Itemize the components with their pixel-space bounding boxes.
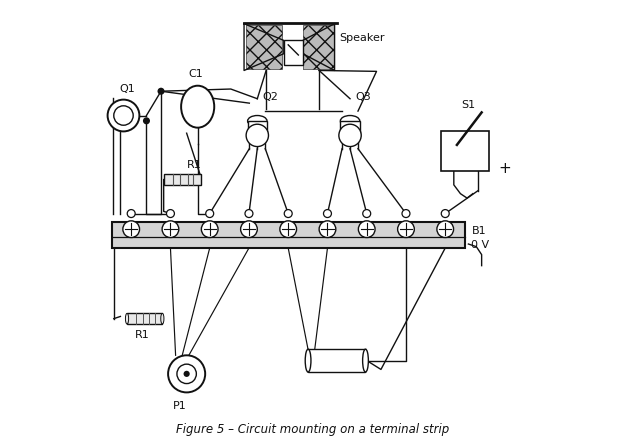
Bar bbox=[164, 174, 201, 185]
Circle shape bbox=[339, 124, 361, 147]
Circle shape bbox=[441, 210, 449, 218]
Circle shape bbox=[166, 210, 174, 218]
Circle shape bbox=[358, 221, 375, 237]
Circle shape bbox=[127, 210, 135, 218]
Circle shape bbox=[107, 100, 139, 132]
Bar bbox=[248, 120, 267, 136]
Circle shape bbox=[362, 210, 371, 218]
Circle shape bbox=[184, 371, 190, 377]
Bar bbox=[246, 25, 282, 69]
Circle shape bbox=[241, 221, 258, 237]
Ellipse shape bbox=[341, 116, 360, 127]
Circle shape bbox=[114, 106, 133, 125]
Text: 0 V: 0 V bbox=[471, 241, 489, 250]
Circle shape bbox=[398, 221, 414, 237]
Text: R1: R1 bbox=[187, 160, 201, 170]
Circle shape bbox=[437, 221, 454, 237]
Text: +: + bbox=[498, 161, 511, 176]
Circle shape bbox=[324, 210, 331, 218]
Ellipse shape bbox=[181, 85, 214, 128]
Circle shape bbox=[245, 210, 253, 218]
Circle shape bbox=[280, 221, 296, 237]
Ellipse shape bbox=[362, 349, 368, 372]
Text: B1: B1 bbox=[471, 226, 486, 236]
Circle shape bbox=[158, 88, 164, 95]
Bar bbox=[284, 40, 302, 65]
Circle shape bbox=[201, 221, 218, 237]
Text: C1: C1 bbox=[188, 69, 203, 79]
Text: Q1: Q1 bbox=[119, 84, 135, 94]
Bar bbox=[302, 25, 334, 69]
Ellipse shape bbox=[305, 349, 311, 372]
Bar bbox=[341, 120, 360, 136]
Text: S1: S1 bbox=[461, 100, 476, 110]
Circle shape bbox=[177, 364, 196, 384]
Circle shape bbox=[162, 221, 179, 237]
Circle shape bbox=[143, 117, 150, 124]
Text: Q2: Q2 bbox=[262, 92, 279, 102]
Ellipse shape bbox=[161, 313, 164, 324]
Circle shape bbox=[123, 221, 139, 237]
Text: Speaker: Speaker bbox=[339, 33, 384, 43]
Circle shape bbox=[168, 355, 205, 392]
Circle shape bbox=[284, 210, 292, 218]
Ellipse shape bbox=[126, 313, 129, 324]
Bar bbox=[127, 313, 162, 324]
Bar bbox=[441, 131, 489, 171]
Circle shape bbox=[246, 124, 269, 147]
Text: P1: P1 bbox=[173, 401, 187, 411]
Text: Figure 5 – Circuit mounting on a terminal strip: Figure 5 – Circuit mounting on a termina… bbox=[176, 423, 449, 435]
Bar bbox=[308, 349, 366, 372]
Ellipse shape bbox=[248, 116, 267, 127]
Bar bbox=[112, 222, 465, 248]
Text: R1: R1 bbox=[135, 330, 150, 340]
Circle shape bbox=[319, 221, 336, 237]
Circle shape bbox=[206, 210, 214, 218]
Text: Q3: Q3 bbox=[356, 92, 371, 102]
Circle shape bbox=[402, 210, 410, 218]
Text: $\overline{\rm C2}$: $\overline{\rm C2}$ bbox=[332, 352, 349, 366]
